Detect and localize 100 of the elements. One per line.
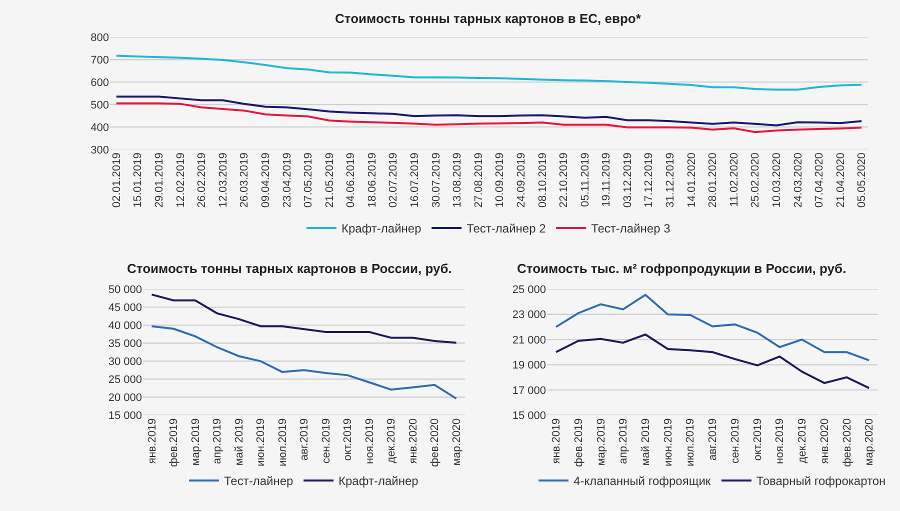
line-series: [150, 294, 458, 344]
x-tick-label: 24.03.2020: [792, 152, 804, 208]
line-series: [115, 96, 863, 126]
x-tick-label: мар.2020: [864, 418, 876, 466]
x-tick-label: янв.2020: [407, 418, 420, 464]
y-tick-label: 19 000: [512, 360, 546, 372]
x-tick-label: 02.07.2019: [388, 152, 400, 208]
x-tick-label: 21.04.2020: [834, 152, 847, 208]
x-tick-label: мар.2020: [450, 418, 463, 466]
x-tick-label: янв.2019: [146, 418, 158, 464]
legend-label: Крафт-лайнер: [341, 222, 422, 236]
legend-label: Тест-лайнер: [224, 474, 294, 488]
legend-label: Тест-лайнер 2: [466, 222, 546, 236]
x-tick-label: 12.03.2019: [217, 152, 230, 208]
x-tick-label: сен.2019: [320, 418, 332, 464]
x-tick-label: 05.05.2020: [856, 152, 868, 208]
x-tick-label: май 2019: [233, 418, 246, 466]
x-tick-label: окт.2019: [342, 418, 354, 461]
x-tick-label: 12.02.2019: [174, 152, 187, 208]
x-tick-label: фев.2019: [168, 418, 180, 467]
x-tick-label: 15.01.2019: [132, 152, 144, 208]
x-tick-label: 26.03.2019: [238, 152, 251, 208]
x-tick-label: 25.02.2020: [750, 152, 762, 208]
y-tick-label: 500: [90, 99, 109, 112]
legend-label: Товарный гофрокартон: [756, 474, 886, 488]
x-tick-label: 04.06.2019: [345, 152, 358, 208]
y-tick-label: 45 000: [108, 302, 142, 314]
y-tick-label: 30 000: [108, 356, 142, 368]
y-tick-label: 21 000: [512, 334, 546, 346]
x-tick-label: 27.08.2019: [472, 152, 485, 208]
line-series: [554, 294, 870, 362]
x-tick-label: апр.2019: [618, 418, 630, 464]
y-tick-label: 25 000: [512, 284, 546, 296]
x-tick-label: 26.02.2019: [196, 152, 208, 208]
x-tick-label: 10.03.2020: [770, 152, 783, 208]
y-tick-label: 25 000: [108, 374, 142, 386]
x-tick-label: июл.2019: [684, 418, 697, 466]
x-tick-label: июн.2019: [662, 418, 674, 466]
x-tick-label: 31.12.2019: [664, 152, 677, 208]
x-tick-label: июл.2019: [276, 418, 289, 466]
x-tick-label: мар.2019: [190, 418, 202, 466]
x-tick-label: 19.11.2019: [600, 152, 613, 207]
x-tick-label: 21.05.2019: [324, 152, 336, 208]
line-series: [115, 102, 863, 134]
y-tick-label: 15 000: [108, 410, 142, 422]
x-tick-label: сен.2019: [729, 418, 742, 464]
x-tick-label: 11.02.2020: [728, 152, 740, 207]
y-tick-label: 400: [90, 122, 109, 134]
x-tick-label: 29.01.2019: [154, 152, 166, 208]
x-tick-label: 05.11.2019: [579, 152, 592, 207]
y-tick-label: 600: [90, 76, 109, 89]
x-tick-label: 13.08.2019: [452, 152, 464, 208]
x-tick-label: авг.2019: [707, 418, 720, 460]
legend-label: 4-клапанный гофроящик: [574, 474, 712, 488]
x-tick-label: 03.12.2019: [622, 152, 634, 208]
x-tick-label: ноя.2019: [774, 418, 786, 464]
x-tick-label: янв.2019: [550, 418, 563, 464]
x-tick-label: 14.01.2020: [686, 152, 698, 208]
y-tick-label: 50 000: [108, 284, 142, 296]
x-tick-label: май 2019: [640, 418, 652, 466]
x-tick-label: 08.10.2019: [536, 152, 549, 208]
x-tick-label: 30.07.2019: [430, 152, 442, 208]
x-tick-label: 17.12.2019: [643, 152, 656, 208]
x-tick-label: янв.2020: [818, 418, 831, 464]
x-tick-label: апр.2019: [212, 418, 224, 464]
x-tick-label: фев.2020: [429, 418, 442, 467]
y-tick-label: 35 000: [108, 338, 142, 350]
x-tick-label: 28.01.2020: [707, 152, 720, 208]
chart-title: Стоимость тонны тарных картонов в ЕС, евро*: [335, 11, 642, 26]
y-tick-label: 20 000: [108, 392, 142, 404]
x-tick-label: 16.07.2019: [409, 152, 422, 208]
legend-label: Тест-лайнер 3: [591, 222, 671, 236]
x-tick-label: окт.2019: [752, 418, 764, 461]
x-tick-label: 24.09.2019: [515, 152, 528, 208]
y-tick-label: 23 000: [512, 309, 546, 322]
y-tick-label: 40 000: [108, 320, 142, 332]
line-series: [115, 54, 863, 91]
x-tick-label: фев.2019: [572, 418, 585, 467]
x-tick-label: 09.04.2019: [260, 152, 272, 208]
x-tick-label: 07.04.2020: [814, 152, 826, 208]
x-tick-label: дек.2019: [386, 418, 398, 464]
x-tick-label: дек.2019: [796, 418, 809, 464]
x-tick-label: 18.06.2019: [366, 152, 378, 208]
y-tick-label: 15 000: [512, 410, 546, 422]
x-tick-label: ноя.2019: [364, 418, 376, 464]
x-tick-label: мар.2019: [595, 418, 608, 466]
x-tick-label: июн.2019: [255, 418, 268, 466]
y-tick-label: 800: [90, 32, 109, 44]
chart-title: Стоимость тыс. м² гофропродукции в России, руб.: [517, 261, 846, 276]
legend-label: Крафт-лайнер: [338, 474, 419, 488]
x-tick-label: 23.04.2019: [281, 152, 294, 208]
x-tick-label: 10.09.2019: [494, 152, 506, 208]
chart-title: Стоимость тонны тарных картонов в России, руб.: [127, 261, 452, 276]
x-tick-label: фев.2020: [841, 418, 854, 467]
line-series: [554, 334, 870, 390]
x-tick-label: 22.10.2019: [558, 152, 570, 208]
y-tick-label: 700: [90, 54, 109, 66]
line-series: [150, 325, 458, 400]
x-tick-label: 02.01.2019: [110, 152, 123, 208]
x-tick-label: 07.05.2019: [302, 152, 315, 208]
